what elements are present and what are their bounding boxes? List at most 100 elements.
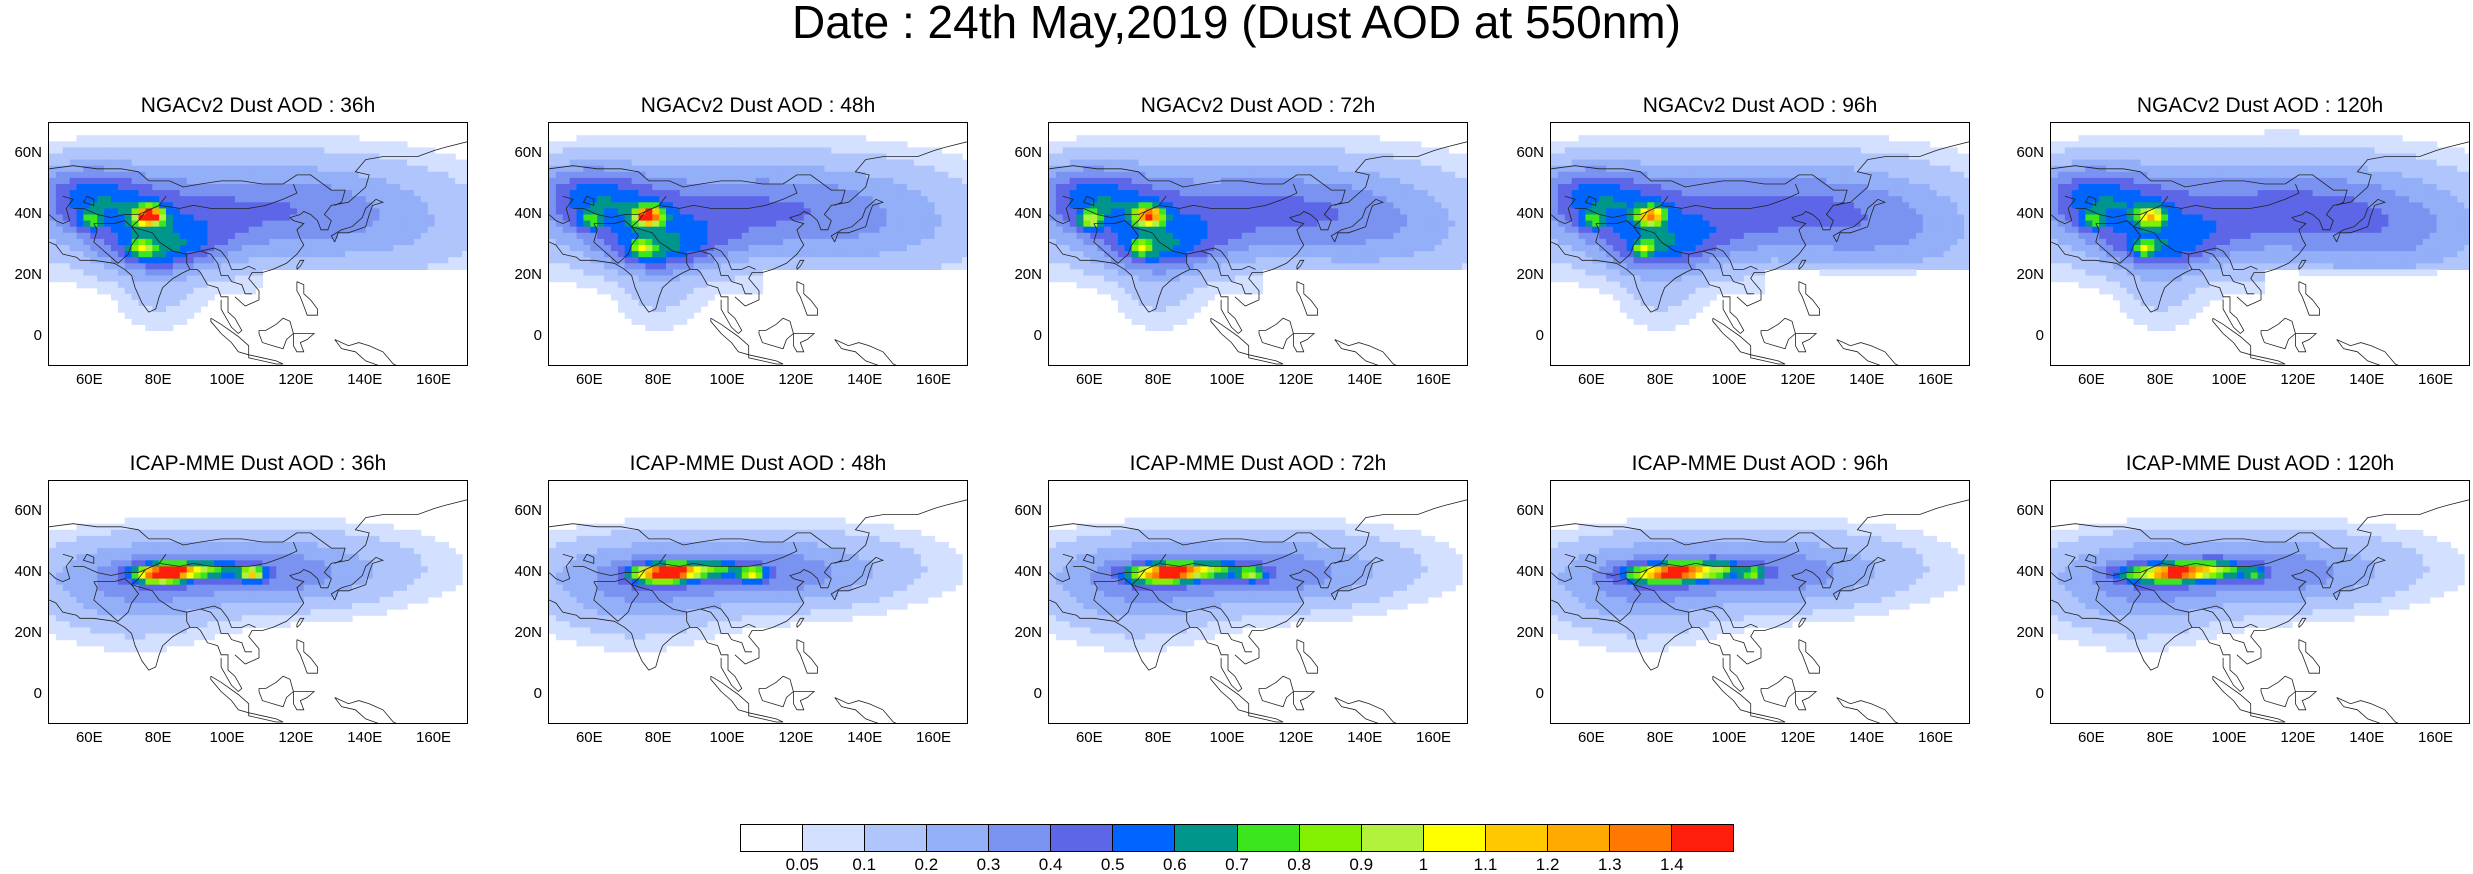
- aod-cell: [1695, 141, 1704, 148]
- aod-cell: [1117, 293, 1126, 301]
- aod-cell: [652, 238, 660, 246]
- aod-cell: [721, 165, 729, 173]
- aod-cell: [955, 245, 963, 252]
- aod-cell: [1193, 269, 1202, 277]
- aod-cell: [234, 147, 243, 155]
- aod-cell: [241, 141, 250, 148]
- aod-cell: [1619, 135, 1628, 142]
- aod-cell: [1455, 177, 1463, 185]
- aod-cell: [1200, 269, 1208, 277]
- aod-cell: [569, 238, 578, 246]
- aod-cell: [1867, 141, 1876, 148]
- aod-cell: [207, 208, 215, 216]
- aod-cell: [386, 251, 394, 258]
- aod-cell: [590, 135, 598, 142]
- aod-cell: [1606, 141, 1614, 148]
- aod-cell: [714, 281, 722, 289]
- aod-cell: [1166, 159, 1174, 167]
- aod-cell: [97, 226, 105, 234]
- aod-cell: [283, 208, 291, 216]
- aod-cell: [1365, 153, 1374, 161]
- aod-cell: [927, 214, 936, 222]
- aod-cell: [234, 196, 243, 203]
- aod-cell: [413, 251, 422, 258]
- aod-cell: [1922, 159, 1931, 167]
- aod-cell: [255, 141, 264, 148]
- aod-cell: [721, 153, 729, 161]
- aod-cell: [1317, 141, 1325, 148]
- aod-cell: [1138, 275, 1146, 283]
- aod-cell: [1372, 177, 1381, 185]
- aod-cell: [686, 257, 695, 264]
- aod-cell: [948, 171, 956, 179]
- aod-cell: [707, 238, 715, 246]
- aod-cell: [1358, 226, 1367, 234]
- aod-cell: [1214, 263, 1222, 270]
- aod-cell: [152, 251, 160, 258]
- aod-cell: [1812, 171, 1821, 179]
- aod-cell: [1248, 275, 1257, 283]
- aod-cell: [824, 263, 832, 270]
- aod-cell: [200, 287, 208, 295]
- aod-cell: [769, 245, 777, 252]
- aod-cell: [948, 257, 956, 264]
- aod-cell: [1111, 159, 1119, 167]
- aod-cell: [1400, 220, 1408, 228]
- coastline: [792, 333, 816, 353]
- aod-cell: [624, 232, 633, 240]
- aod-cell: [420, 208, 429, 216]
- aod-cell: [372, 220, 381, 228]
- aod-cell: [111, 220, 119, 228]
- coastline: [700, 250, 753, 295]
- lon-tick-label: 120E: [278, 371, 314, 388]
- aod-cell: [845, 238, 853, 246]
- aod-cell: [693, 275, 702, 283]
- aod-cell: [893, 226, 901, 234]
- aod-cell: [748, 220, 757, 228]
- aod-cell: [1055, 171, 1064, 179]
- aod-cell: [934, 245, 943, 252]
- aod-cell: [331, 190, 339, 197]
- aod-cell: [1840, 147, 1848, 155]
- aod-cell: [358, 184, 367, 191]
- aod-cell: [104, 232, 112, 240]
- aod-cell: [159, 147, 167, 155]
- aod-cell: [583, 153, 591, 161]
- aod-cell: [707, 177, 715, 185]
- aod-cell: [1358, 153, 1367, 161]
- aod-cell: [1688, 171, 1697, 179]
- aod-cell: [783, 147, 791, 155]
- aod-cell: [1400, 184, 1408, 191]
- aod-cell: [1922, 141, 1931, 148]
- coastline: [234, 141, 467, 307]
- aod-cell: [172, 171, 181, 179]
- aod-cell: [672, 312, 681, 319]
- aod-cell: [1462, 226, 1467, 234]
- aod-cell: [817, 171, 825, 179]
- aod-cell: [1111, 135, 1119, 142]
- aod-cell: [858, 208, 867, 216]
- aod-cell: [604, 232, 612, 240]
- aod-cell: [255, 226, 264, 234]
- aod-cell: [1393, 257, 1401, 264]
- aod-cell: [1785, 135, 1793, 142]
- aod-cell: [69, 159, 78, 167]
- aod-cell: [186, 171, 195, 179]
- aod-cell: [138, 208, 146, 216]
- aod-field: [1551, 135, 1969, 365]
- aod-cell: [228, 159, 236, 167]
- aod-cell: [913, 208, 922, 216]
- aod-cell: [1427, 238, 1436, 246]
- aod-cell: [1833, 165, 1841, 173]
- aod-cell: [1331, 220, 1339, 228]
- aod-cell: [1420, 177, 1429, 185]
- aod-cell: [852, 245, 860, 252]
- aod-cell: [296, 202, 305, 209]
- coastline: [186, 254, 191, 270]
- aod-cell: [386, 257, 394, 264]
- aod-cell: [645, 251, 653, 258]
- aod-cell: [131, 159, 140, 167]
- aod-cell: [296, 159, 305, 167]
- aod-cell: [631, 251, 640, 258]
- aod-cell: [707, 257, 715, 264]
